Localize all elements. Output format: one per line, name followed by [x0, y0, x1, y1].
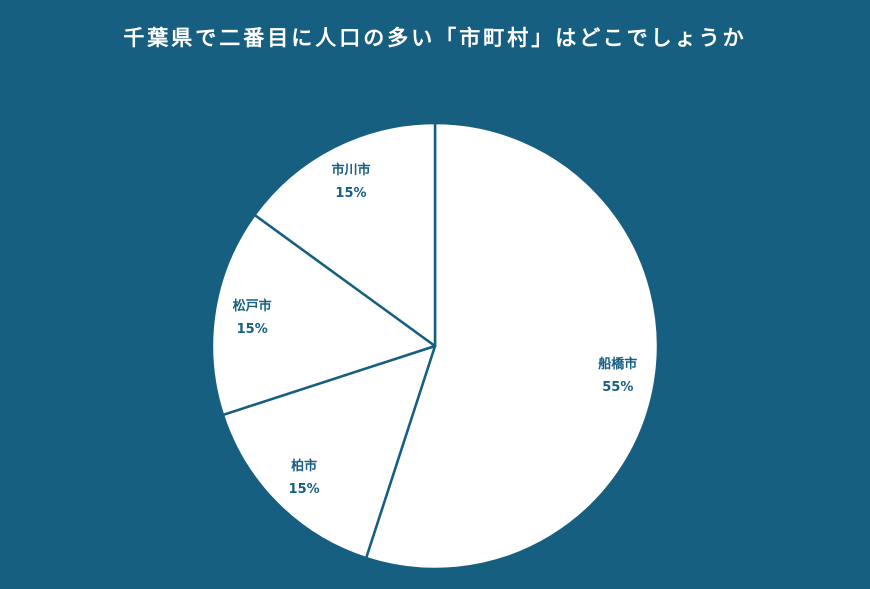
- slice-category-label: 市川市: [331, 162, 370, 178]
- slice-value-label: 55%: [602, 380, 633, 395]
- pie-slice: [210, 213, 437, 417]
- pie-slice: [253, 121, 437, 348]
- slice-category-label: 船橋市: [598, 356, 637, 372]
- slice-value-label: 15%: [289, 482, 320, 497]
- slice-value-label: 15%: [237, 322, 268, 337]
- chart-title: 千葉県で二番目に人口の多い「市町村」はどこでしょうか: [123, 26, 747, 50]
- pie-slice: [364, 121, 660, 571]
- slice-value-label: 15%: [335, 186, 366, 201]
- slice-category-label: 松戸市: [233, 298, 272, 314]
- pie-slice: [221, 344, 437, 560]
- slice-category-label: 柏市: [291, 458, 317, 474]
